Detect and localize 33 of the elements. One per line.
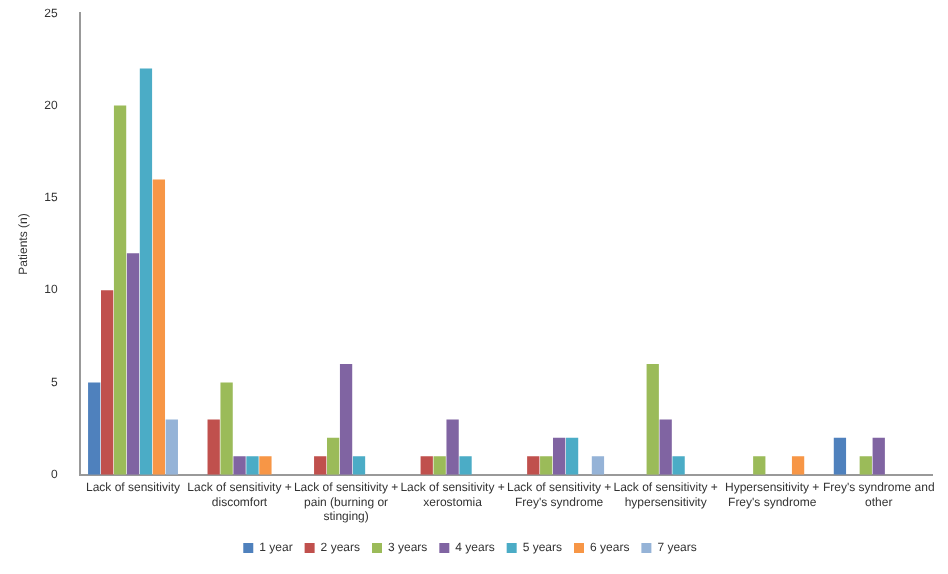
bar [327,437,340,475]
bar [220,382,233,475]
bar [88,382,101,475]
bar [352,456,366,475]
bar [553,437,566,475]
bar [433,456,446,475]
bar [459,456,472,475]
bar [113,105,127,475]
bar [420,456,433,475]
bar [872,437,885,475]
bar [314,456,327,475]
bar [126,253,140,475]
bar [565,437,579,475]
bar [233,456,246,475]
bar [540,456,553,475]
bar [753,456,766,475]
bar [246,456,259,475]
bar [646,364,659,475]
bar [446,419,459,475]
bar [165,419,178,475]
bar [152,179,166,475]
bar [833,437,847,475]
bar [859,456,872,475]
bar [591,456,605,475]
bar [101,290,114,475]
bar [672,456,685,475]
bar [659,419,672,475]
bar [139,68,153,475]
bar [791,456,805,475]
bar [339,364,353,475]
bar [259,456,272,475]
bar [207,419,220,475]
bar [527,456,540,475]
